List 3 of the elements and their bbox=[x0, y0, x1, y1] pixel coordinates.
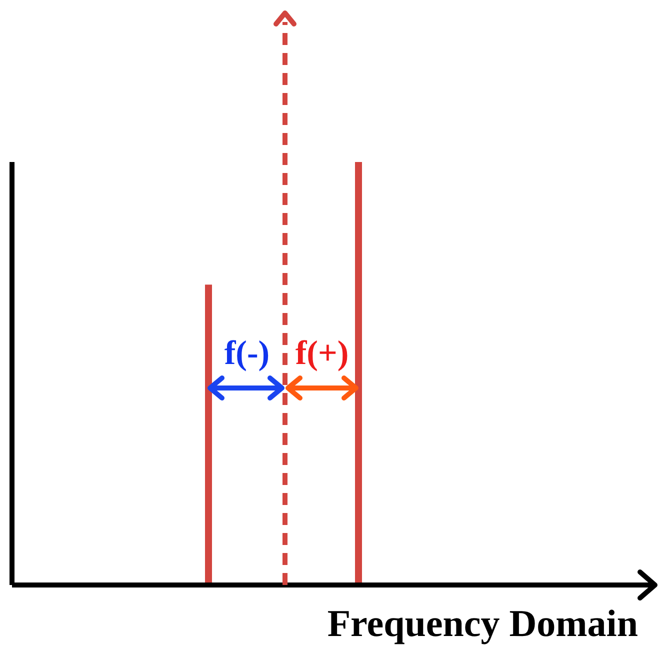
annotation: f(-) bbox=[224, 335, 270, 372]
annotation: f(+) bbox=[295, 335, 349, 372]
x-axis-title: Frequency Domain bbox=[327, 603, 638, 645]
